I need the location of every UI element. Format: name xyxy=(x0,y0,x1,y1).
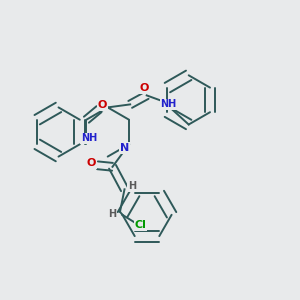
Text: N: N xyxy=(120,143,129,153)
Text: NH: NH xyxy=(160,99,177,110)
Text: H: H xyxy=(128,181,136,191)
Text: H: H xyxy=(108,209,117,219)
Text: O: O xyxy=(98,100,107,110)
Text: NH: NH xyxy=(81,133,97,143)
Text: Cl: Cl xyxy=(134,220,146,230)
Text: O: O xyxy=(139,83,148,93)
Text: O: O xyxy=(87,158,96,168)
